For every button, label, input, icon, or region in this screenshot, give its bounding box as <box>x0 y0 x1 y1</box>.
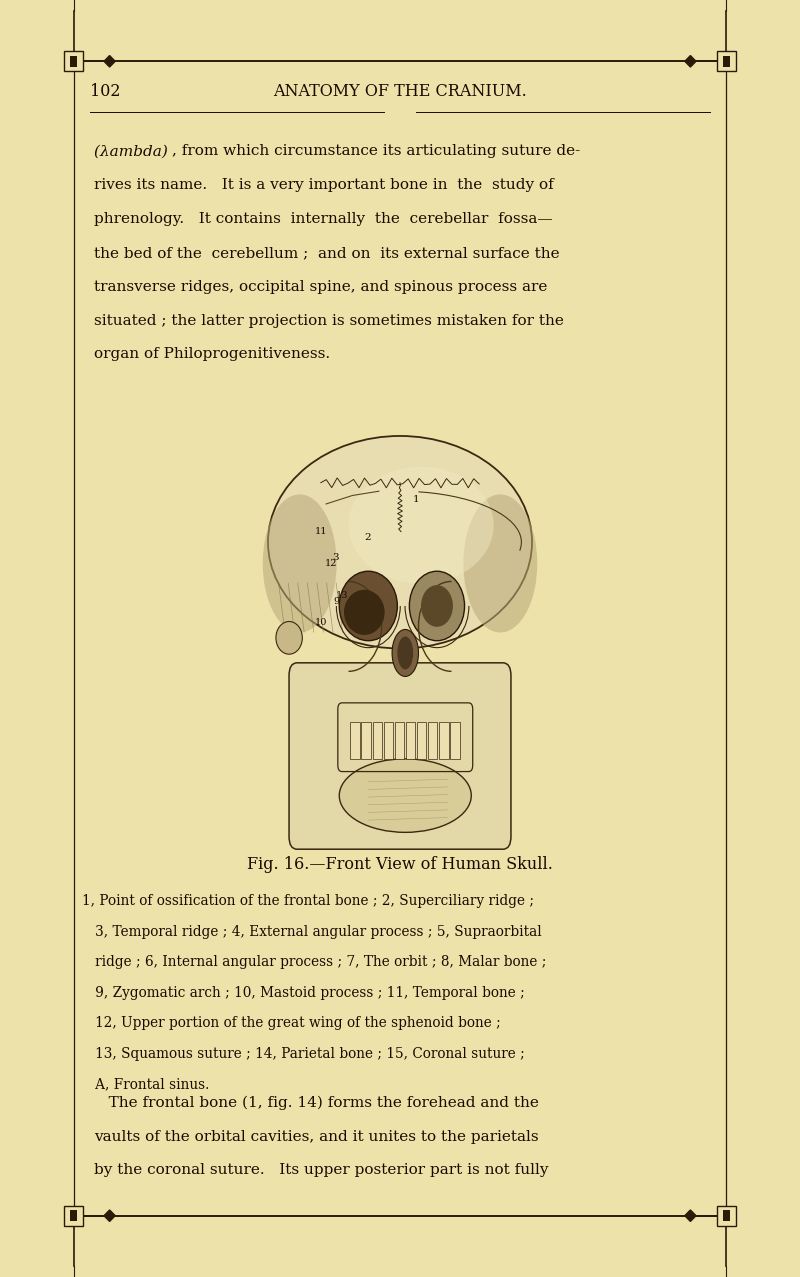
Ellipse shape <box>339 759 471 833</box>
Text: , from which circumstance its articulating suture de-: , from which circumstance its articulati… <box>172 144 580 158</box>
Bar <box>417 722 426 759</box>
Text: 3, Temporal ridge ; 4, External angular process ; 5, Supraorbital: 3, Temporal ridge ; 4, External angular … <box>82 925 542 939</box>
Ellipse shape <box>276 622 302 654</box>
Bar <box>64 51 83 72</box>
Bar <box>406 722 415 759</box>
Text: 13: 13 <box>336 591 348 600</box>
FancyBboxPatch shape <box>289 663 511 849</box>
Text: 12: 12 <box>325 559 338 568</box>
Text: 2: 2 <box>365 534 371 543</box>
Bar <box>362 722 371 759</box>
Bar <box>717 51 736 72</box>
Bar <box>70 1211 77 1221</box>
Bar <box>394 722 404 759</box>
Text: 3: 3 <box>333 553 339 562</box>
Bar <box>723 1211 730 1221</box>
Polygon shape <box>104 56 115 66</box>
Text: organ of Philoprogenitiveness.: organ of Philoprogenitiveness. <box>94 347 330 361</box>
Text: vaults of the orbital cavities, and it unites to the parietals: vaults of the orbital cavities, and it u… <box>94 1130 538 1143</box>
Text: (​λambda​): (​λambda​) <box>94 144 167 158</box>
Bar <box>428 722 438 759</box>
Polygon shape <box>685 56 696 66</box>
Text: 11: 11 <box>314 527 327 536</box>
Text: phrenology.   It contains  internally  the  cerebellar  fossa—: phrenology. It contains internally the c… <box>94 212 552 226</box>
Bar <box>450 722 460 759</box>
Bar <box>373 722 382 759</box>
Text: The frontal bone (1, fig. 14) forms the forehead and the: The frontal bone (1, fig. 14) forms the … <box>94 1096 538 1110</box>
Text: 1: 1 <box>413 495 419 504</box>
Bar <box>439 722 449 759</box>
Text: ridge ; 6, Internal angular process ; 7, The orbit ; 8, Malar bone ;: ridge ; 6, Internal angular process ; 7,… <box>82 955 546 969</box>
Text: rives its name.   It is a very important bone in  the  study of: rives its name. It is a very important b… <box>94 178 554 192</box>
Text: by the coronal suture.   Its upper posterior part is not fully: by the coronal suture. Its upper posteri… <box>94 1163 548 1177</box>
Text: 102: 102 <box>90 83 120 101</box>
Ellipse shape <box>339 571 398 641</box>
Text: 10: 10 <box>314 618 327 627</box>
Polygon shape <box>685 1211 696 1221</box>
Ellipse shape <box>410 571 465 641</box>
Text: Fig. 16.—Front View of Human Skull.: Fig. 16.—Front View of Human Skull. <box>247 856 553 872</box>
Text: 13, Squamous suture ; 14, Parietal bone ; 15, Coronal suture ;: 13, Squamous suture ; 14, Parietal bone … <box>82 1047 524 1061</box>
Bar <box>384 722 393 759</box>
Ellipse shape <box>463 494 538 632</box>
Ellipse shape <box>349 467 494 584</box>
Text: 9: 9 <box>334 598 340 607</box>
Bar <box>723 56 730 66</box>
Text: ANATOMY OF THE CRANIUM.: ANATOMY OF THE CRANIUM. <box>273 83 527 101</box>
Bar <box>350 722 360 759</box>
Ellipse shape <box>421 585 453 627</box>
Ellipse shape <box>262 494 337 632</box>
Text: 9, Zygomatic arch ; 10, Mastoid process ; 11, Temporal bone ;: 9, Zygomatic arch ; 10, Mastoid process … <box>82 986 524 1000</box>
Ellipse shape <box>398 636 414 669</box>
Ellipse shape <box>392 630 418 677</box>
Bar <box>70 56 77 66</box>
Polygon shape <box>104 1211 115 1221</box>
Text: situated ; the latter projection is sometimes mistaken for the: situated ; the latter projection is some… <box>94 314 563 327</box>
Text: transverse ridges, occipital spine, and spinous process are: transverse ridges, occipital spine, and … <box>94 280 547 294</box>
Text: 1, Point of ossification of the frontal bone ; 2, Superciliary ridge ;: 1, Point of ossification of the frontal … <box>82 894 534 908</box>
Text: 12, Upper portion of the great wing of the sphenoid bone ;: 12, Upper portion of the great wing of t… <box>82 1016 500 1031</box>
Text: the bed of the  cerebellum ;  and on  its external surface the: the bed of the cerebellum ; and on its e… <box>94 245 559 259</box>
Text: A, Frontal sinus.: A, Frontal sinus. <box>82 1078 209 1092</box>
Bar <box>64 1205 83 1226</box>
Bar <box>717 1205 736 1226</box>
Ellipse shape <box>268 435 532 649</box>
Ellipse shape <box>344 590 385 635</box>
